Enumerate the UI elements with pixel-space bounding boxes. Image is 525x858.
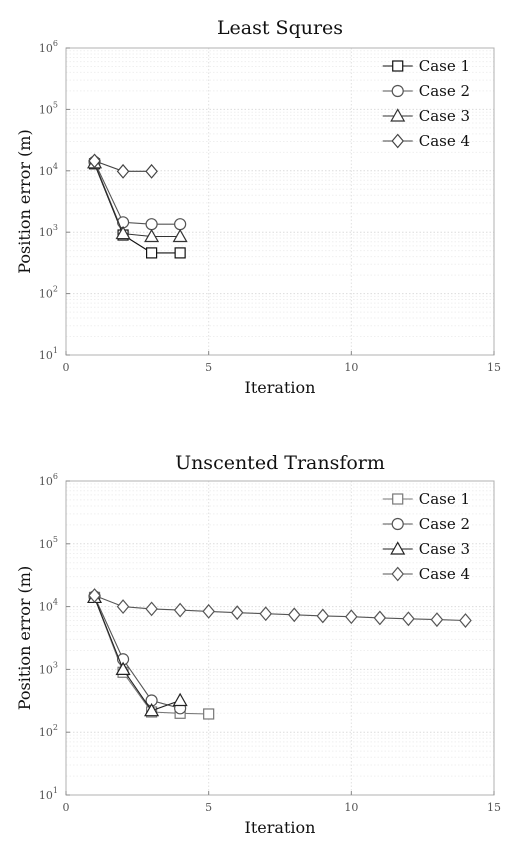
data-point bbox=[459, 613, 472, 628]
legend-entry: Case 4 bbox=[382, 565, 470, 583]
data-point bbox=[203, 708, 215, 720]
grid bbox=[65, 481, 495, 796]
data-point bbox=[88, 153, 101, 169]
legend-entry: Case 2 bbox=[382, 515, 470, 533]
data-point bbox=[345, 609, 358, 625]
data-point bbox=[373, 610, 387, 626]
data-point bbox=[316, 608, 330, 624]
y-tick-label: 104 bbox=[39, 162, 58, 178]
legend-marker bbox=[392, 60, 404, 72]
x-tick-label: 5 bbox=[205, 801, 212, 814]
x-axis-label: Iteration bbox=[245, 378, 316, 397]
series-line bbox=[94, 161, 181, 225]
legend: Case 1 Case 2 Case 3 Case 4 bbox=[382, 490, 470, 583]
data-point bbox=[88, 588, 101, 603]
legend-marker bbox=[391, 133, 405, 149]
x-tick-label: 15 bbox=[487, 801, 501, 814]
data-point bbox=[115, 661, 131, 676]
x-tick-label: 0 bbox=[63, 801, 70, 814]
series-line bbox=[93, 596, 181, 709]
y-tick-label: 102 bbox=[39, 285, 58, 301]
plot-area bbox=[66, 48, 494, 355]
y-tick-label: 105 bbox=[39, 535, 58, 551]
legend-entry: Case 3 bbox=[382, 540, 470, 558]
data-point bbox=[430, 612, 444, 628]
data-point bbox=[259, 606, 273, 622]
legend-label: Case 3 bbox=[419, 107, 470, 125]
x-tick-label: 10 bbox=[344, 801, 358, 814]
legend-entry: Case 2 bbox=[382, 82, 470, 100]
data-point bbox=[173, 602, 187, 618]
data-point bbox=[145, 218, 158, 231]
data-point bbox=[174, 247, 186, 259]
y-tick-label: 105 bbox=[39, 100, 58, 116]
legend-label: Case 2 bbox=[419, 515, 470, 533]
data-point bbox=[145, 163, 158, 179]
legend-label: Case 4 bbox=[419, 565, 470, 583]
legend-label: Case 1 bbox=[419, 490, 470, 508]
plot-area bbox=[66, 481, 494, 795]
series-line bbox=[93, 162, 181, 238]
legend: Case 1 Case 2 Case 3 Case 4 bbox=[382, 57, 470, 150]
data-point bbox=[230, 605, 244, 621]
x-axis-label: Iteration bbox=[245, 818, 316, 837]
y-tick-label: 104 bbox=[39, 598, 58, 614]
series-case-3 bbox=[87, 155, 188, 243]
y-tick-label: 103 bbox=[39, 660, 58, 676]
chart-title: Least Squres bbox=[217, 17, 343, 39]
legend-marker bbox=[392, 493, 404, 505]
y-axis-label: Position error (m) bbox=[15, 129, 34, 273]
legend-entry: Case 1 bbox=[382, 490, 470, 508]
legend-marker bbox=[391, 84, 404, 98]
data-point bbox=[402, 611, 415, 627]
data-point bbox=[116, 163, 130, 179]
legend-marker bbox=[391, 566, 405, 582]
y-tick-label: 103 bbox=[39, 223, 58, 239]
y-tick-label: 106 bbox=[39, 39, 58, 55]
legend-marker bbox=[390, 541, 406, 555]
data-point bbox=[144, 228, 160, 243]
legend-entry: Case 1 bbox=[382, 57, 470, 75]
chart-title: Unscented Transform bbox=[175, 452, 385, 474]
axes-box bbox=[65, 480, 495, 796]
data-point bbox=[146, 247, 158, 259]
x-tick-label: 15 bbox=[487, 361, 501, 374]
grid bbox=[65, 48, 495, 356]
series-case-4 bbox=[88, 588, 472, 628]
y-tick-label: 101 bbox=[39, 346, 58, 362]
data-point bbox=[116, 599, 130, 615]
legend-label: Case 4 bbox=[419, 132, 470, 150]
legend-entry: Case 4 bbox=[382, 132, 470, 150]
x-tick-label: 10 bbox=[344, 361, 358, 374]
chart-2: 0 5 10 15 101 102 103 104 105 106 Unscented Transf… bbox=[15, 452, 501, 837]
x-tick-label: 5 bbox=[205, 361, 212, 374]
legend-label: Case 3 bbox=[419, 540, 470, 558]
y-axis-label: Position error (m) bbox=[15, 566, 34, 710]
x-tick-label: 0 bbox=[63, 361, 70, 374]
data-point bbox=[287, 607, 301, 623]
series-case-4 bbox=[88, 153, 158, 179]
series-line bbox=[93, 597, 181, 712]
data-point bbox=[172, 228, 188, 243]
legend-label: Case 1 bbox=[419, 57, 470, 75]
legend-marker bbox=[390, 108, 406, 122]
axes-box bbox=[65, 47, 495, 356]
legend-entry: Case 3 bbox=[382, 107, 470, 125]
y-tick-label: 106 bbox=[39, 472, 58, 488]
data-point bbox=[174, 218, 187, 231]
y-tick-label: 101 bbox=[39, 786, 58, 802]
y-tick-label: 102 bbox=[39, 723, 58, 739]
data-point bbox=[145, 601, 158, 617]
data-point bbox=[115, 225, 131, 240]
chart-1: 0 5 10 15 101 102 103 104 105 106 Least Squres Iter… bbox=[15, 17, 501, 397]
data-point bbox=[202, 603, 215, 619]
legend-label: Case 2 bbox=[419, 82, 470, 100]
data-point bbox=[172, 692, 188, 707]
legend-marker bbox=[391, 517, 404, 531]
data-point bbox=[144, 702, 160, 717]
